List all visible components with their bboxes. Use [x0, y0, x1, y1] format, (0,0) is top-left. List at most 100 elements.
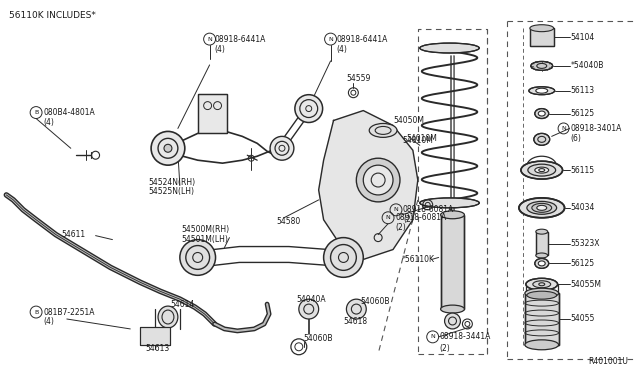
Circle shape: [270, 137, 294, 160]
Ellipse shape: [525, 340, 559, 350]
Text: (6): (6): [570, 134, 581, 143]
Text: 08918-6441A: 08918-6441A: [337, 35, 388, 44]
Bar: [198, 94, 227, 134]
Polygon shape: [319, 110, 418, 259]
Ellipse shape: [536, 229, 548, 234]
Text: (4): (4): [214, 45, 225, 54]
Text: 54524N(RH): 54524N(RH): [148, 177, 195, 186]
Text: 54010M: 54010M: [406, 134, 436, 143]
Text: (2): (2): [395, 223, 406, 232]
Text: 54580: 54580: [276, 217, 300, 226]
Text: 54559: 54559: [346, 74, 371, 83]
Text: N: N: [207, 36, 212, 42]
Text: 54618: 54618: [344, 317, 367, 327]
Ellipse shape: [535, 109, 548, 119]
Ellipse shape: [529, 87, 555, 95]
Text: (4): (4): [43, 118, 54, 127]
Text: 54060B: 54060B: [304, 334, 333, 343]
Ellipse shape: [525, 288, 559, 298]
Bar: [530, 28, 554, 46]
Text: B: B: [34, 310, 38, 315]
Circle shape: [295, 95, 323, 122]
Ellipse shape: [528, 164, 556, 176]
Text: 54611: 54611: [61, 230, 85, 239]
Ellipse shape: [531, 61, 553, 70]
Text: 54055: 54055: [570, 314, 595, 324]
Circle shape: [364, 165, 393, 195]
Text: 081B7-2251A: 081B7-2251A: [43, 308, 95, 317]
Text: 54034: 54034: [570, 203, 595, 212]
Text: 54010M: 54010M: [402, 136, 433, 145]
Ellipse shape: [536, 88, 548, 93]
Text: 54104: 54104: [570, 33, 595, 42]
Text: 08918-3441A: 08918-3441A: [440, 332, 491, 341]
Text: 55323X: 55323X: [570, 239, 600, 248]
Ellipse shape: [534, 134, 550, 145]
Text: 080B4-4801A: 080B4-4801A: [43, 108, 95, 117]
Bar: [536, 232, 548, 256]
Ellipse shape: [519, 198, 564, 218]
Circle shape: [346, 299, 366, 319]
Text: 54060B: 54060B: [360, 296, 390, 306]
Text: N: N: [386, 215, 390, 220]
Bar: [536, 232, 548, 256]
Ellipse shape: [420, 198, 479, 208]
Ellipse shape: [530, 25, 554, 32]
Circle shape: [299, 299, 319, 319]
Circle shape: [180, 240, 216, 275]
Text: 08918-3401A: 08918-3401A: [570, 124, 622, 133]
Text: *56110K: *56110K: [402, 255, 435, 264]
Text: (2): (2): [440, 344, 451, 353]
Ellipse shape: [521, 161, 563, 179]
Text: 54040A: 54040A: [297, 295, 326, 304]
Bar: [525, 293, 559, 345]
Ellipse shape: [538, 261, 545, 266]
Bar: [440, 215, 465, 309]
Circle shape: [151, 131, 185, 165]
Ellipse shape: [369, 124, 397, 137]
Ellipse shape: [532, 203, 552, 212]
Text: *54040B: *54040B: [570, 61, 604, 70]
Text: R401001U: R401001U: [588, 357, 628, 366]
Text: (4): (4): [337, 45, 348, 54]
Text: 56125: 56125: [570, 259, 595, 268]
Ellipse shape: [440, 305, 465, 313]
Bar: [440, 215, 465, 309]
Ellipse shape: [537, 205, 547, 210]
Text: 54525N(LH): 54525N(LH): [148, 187, 194, 196]
Text: 08918-6441A: 08918-6441A: [214, 35, 266, 44]
Text: 54050M: 54050M: [393, 116, 424, 125]
Circle shape: [324, 238, 364, 277]
Text: 54500M(RH): 54500M(RH): [182, 225, 230, 234]
Ellipse shape: [420, 43, 479, 53]
Text: 54501M(LH): 54501M(LH): [182, 235, 228, 244]
Circle shape: [445, 313, 460, 329]
Text: (2): (2): [403, 215, 413, 224]
Ellipse shape: [526, 278, 557, 290]
Bar: [525, 293, 559, 345]
Ellipse shape: [158, 306, 178, 328]
Text: 08918-6081A: 08918-6081A: [403, 205, 454, 214]
Circle shape: [164, 144, 172, 152]
Ellipse shape: [536, 253, 548, 258]
Text: 08918-6081A: 08918-6081A: [395, 213, 446, 222]
Text: B: B: [34, 110, 38, 115]
Text: 56115: 56115: [570, 166, 595, 174]
Text: (4): (4): [43, 317, 54, 327]
Circle shape: [356, 158, 400, 202]
Ellipse shape: [527, 291, 557, 299]
Ellipse shape: [440, 211, 465, 219]
Ellipse shape: [527, 201, 557, 214]
Bar: [140, 327, 170, 345]
Text: 56125: 56125: [570, 109, 595, 118]
Text: 54614: 54614: [170, 299, 194, 309]
Ellipse shape: [535, 259, 548, 268]
Text: 56113: 56113: [570, 86, 595, 95]
Ellipse shape: [535, 167, 548, 173]
Text: N: N: [561, 126, 566, 131]
Text: N: N: [394, 207, 398, 212]
Text: 56110K INCLUDES*: 56110K INCLUDES*: [10, 11, 96, 20]
Ellipse shape: [533, 281, 550, 288]
Text: 54055M: 54055M: [570, 280, 602, 289]
Bar: [140, 327, 170, 345]
